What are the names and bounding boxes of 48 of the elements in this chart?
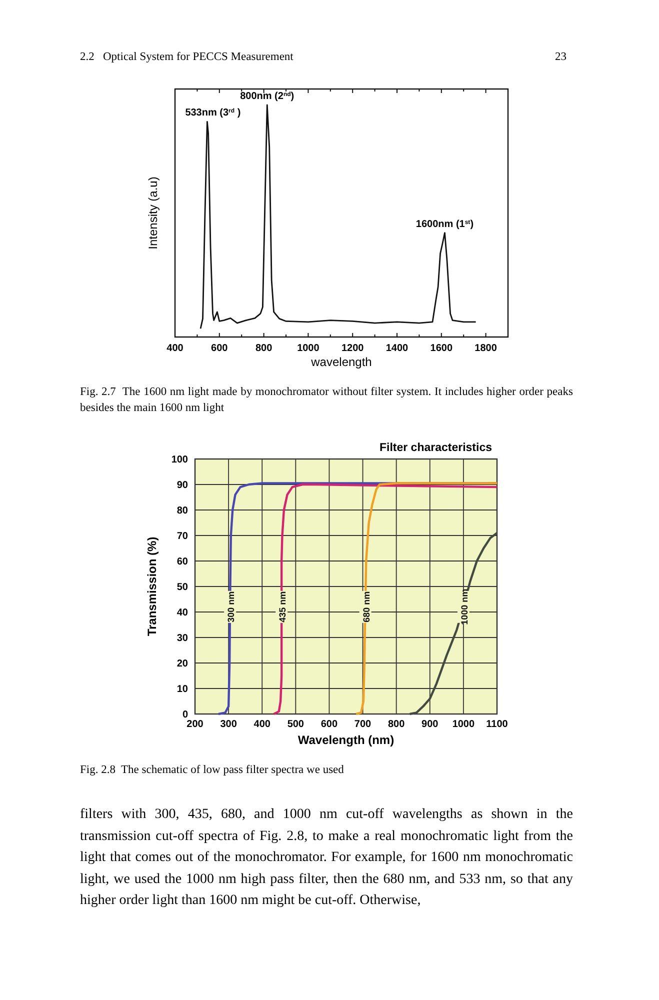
x-tick-label: 400 xyxy=(254,719,271,730)
y-tick-label: 10 xyxy=(176,684,188,695)
x-tick-label: 200 xyxy=(186,719,204,730)
x-tick-label: 900 xyxy=(422,719,439,730)
x-axis-title: wavelength xyxy=(310,355,372,369)
y-tick-label: 100 xyxy=(171,454,188,466)
annotation: 800nm (2$^{nd}$) xyxy=(240,91,294,102)
caption: Fig. 2.8 The schematic of low pass filter spectra we used xyxy=(80,763,345,778)
x-tick-label: 600 xyxy=(211,343,228,354)
x-tick-label: 1600 xyxy=(430,343,453,354)
y-axis-title: Transmission (%) xyxy=(145,536,159,636)
y-tick-label: 50 xyxy=(176,582,188,593)
y-tick-label: 0 xyxy=(182,710,188,720)
x-axis-title: Wavelength (nm) xyxy=(298,733,394,747)
text: 2.2 Optical System for PECCS Measurement xyxy=(80,51,294,63)
x-tick-label: 1000 xyxy=(297,343,320,354)
x-tick-label: 300 xyxy=(220,719,238,730)
x-tick-label: 1400 xyxy=(386,343,409,354)
x-tick-label: 1000 xyxy=(452,719,476,730)
y-tick-label: 20 xyxy=(176,658,188,670)
text: 300 nm xyxy=(226,591,236,622)
x-tick-label: 500 xyxy=(287,719,304,730)
text: filters with 300, 435, 680, and 1000 nm cut-off wavelengths as shown in the transmission cut-off spectra of Fig. 2.8, to make a real monochromatic light from the light that comes out of the monochromator. For example, for 1600 nm monochromatic light, we used the 1000 nm high pass filter, then the 680 nm, and 533 nm, so that any higher order light than 1600 nm might be cut-off. Otherwise, xyxy=(80,806,573,910)
x-tick-label: 600 xyxy=(320,719,338,730)
annotation: 1600nm (1$^{st}$) xyxy=(416,218,474,230)
x-tick-label: 1800 xyxy=(474,343,498,354)
y-tick-label: 70 xyxy=(176,531,188,542)
x-tick-label: 400 xyxy=(166,343,184,354)
x-tick-label: 800 xyxy=(255,343,273,354)
line-series xyxy=(272,483,498,716)
y-tick-label: 60 xyxy=(176,556,188,568)
x-tick-label: 1200 xyxy=(341,343,364,354)
annotation: 533nm (3$^{rd}$ ) xyxy=(185,108,241,119)
x-tick-label: 1100 xyxy=(486,719,508,730)
chart-title: Filter characteristics xyxy=(379,442,492,454)
text: 680 nm xyxy=(361,591,372,622)
line-series xyxy=(354,482,498,716)
y-tick-label: 40 xyxy=(176,608,188,618)
text: 23 xyxy=(555,51,566,63)
y-tick-label: 30 xyxy=(176,633,188,644)
text: 435 nm xyxy=(278,591,288,622)
x-tick-label: 800 xyxy=(388,719,406,730)
y-tick-label: 80 xyxy=(176,506,188,516)
x-tick-label: 700 xyxy=(354,719,372,730)
line-series xyxy=(408,532,498,716)
y-axis-title: Intensity (a.u) xyxy=(146,176,160,250)
caption: Fig. 2.7 The 1600 nm light made by monochromator without filter system. It includes higher order peaks besides the main 1600 nm light xyxy=(80,385,573,416)
y-tick-label: 90 xyxy=(176,480,188,491)
